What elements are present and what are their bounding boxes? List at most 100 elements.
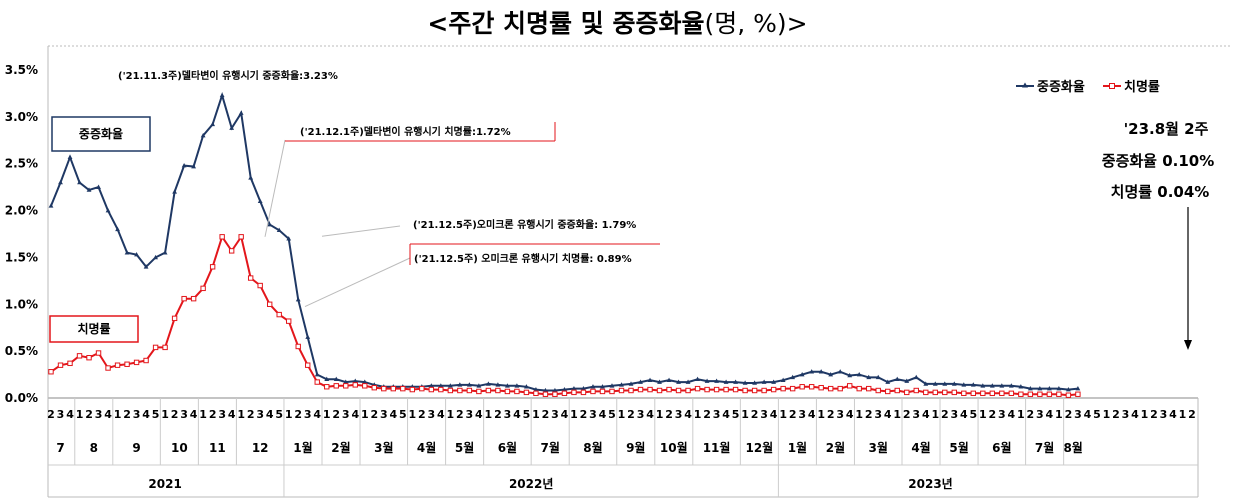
data-point-severe [1037,386,1043,391]
data-point-severe [676,379,681,384]
data-point-severe [466,382,472,387]
week-tick-label: 2 [988,408,996,421]
week-tick-label: 2 [580,408,588,421]
data-point-fatal [171,315,178,322]
data-point-fatal [1018,391,1024,397]
data-point-fatal [770,386,777,393]
data-point-fatal [476,388,482,395]
data-point-severe [619,382,624,387]
data-point-severe [200,133,206,138]
y-tick-label: 1.0% [5,297,38,311]
data-point-severe [276,227,282,233]
data-point-fatal [637,386,644,393]
data-point-fatal [875,387,881,394]
data-point-fatal [1065,392,1072,398]
data-point-fatal [837,385,843,392]
week-tick-label: 1 [1141,408,1149,421]
data-point-severe [771,379,777,384]
legend-marker-fatal [1109,83,1115,89]
data-point-severe [343,379,349,384]
week-tick-label: 2 [1188,408,1196,421]
data-point-fatal [466,387,473,394]
week-tick-label: 1 [285,408,293,421]
data-point-fatal [951,389,957,396]
data-point-fatal [675,387,682,394]
week-tick-label: 3 [912,408,920,421]
week-tick-label: 1 [979,408,987,421]
data-point-fatal [495,387,501,394]
week-tick-label: 4 [1131,408,1139,421]
week-tick-label: 3 [57,408,65,421]
data-point-severe [134,252,139,257]
data-point-fatal [647,386,653,393]
week-tick-label: 4 [770,408,778,421]
week-tick-label: 4 [437,408,445,421]
data-point-severe [153,254,158,260]
data-point-severe [96,184,101,189]
data-point-severe [714,378,719,383]
data-point-fatal [485,387,492,394]
data-point-severe [181,162,187,168]
data-point-severe [818,369,824,374]
data-point-fatal [324,384,330,390]
data-point-fatal [1037,391,1043,397]
week-tick-label: 1 [855,408,863,421]
data-point-severe [799,371,805,377]
month-label: 8 [90,441,98,455]
week-tick-label: 2 [1112,408,1120,421]
data-point-fatal [276,311,282,318]
data-point-fatal [447,387,454,394]
data-point-fatal [343,383,349,389]
month-label: 4월 [911,440,930,455]
week-tick-label: 4 [684,408,692,421]
week-tick-label: 1 [485,408,493,421]
data-point-severe [647,377,653,382]
week-tick-label: 3 [342,408,350,421]
month-label: 11월 [703,440,731,455]
label-box-severe-text: 중증화율 [79,126,123,141]
data-point-severe [628,381,634,386]
data-point-severe [666,377,672,382]
data-point-fatal [457,387,463,394]
week-tick-label: 1 [1055,408,1063,421]
data-point-fatal [799,384,805,390]
month-label: 4월 [417,440,436,455]
month-label: 9 [132,441,140,455]
month-label: 8월 [583,440,602,455]
week-tick-label: 5 [608,408,616,421]
data-point-severe [866,374,872,380]
data-point-fatal [295,343,301,350]
data-point-fatal [571,389,577,396]
data-point-fatal [143,357,149,364]
week-tick-label: 1 [447,408,455,421]
data-point-severe [1046,386,1052,391]
data-point-fatal [913,387,919,394]
data-point-severe [362,379,368,384]
data-point-severe [447,383,453,388]
data-point-fatal [181,295,187,302]
week-tick-label: 4 [808,408,816,421]
week-tick-label: 1 [323,408,331,421]
data-point-severe [657,379,662,384]
data-point-fatal [552,391,558,397]
week-tick-label: 4 [722,408,730,421]
data-point-fatal [923,389,929,396]
week-tick-label: 4 [266,408,274,421]
data-point-fatal [504,388,511,395]
data-point-fatal [390,385,397,392]
data-point-fatal [400,385,406,392]
week-tick-label: 2 [294,408,302,421]
week-tick-label: 3 [133,408,141,421]
data-point-fatal [409,386,416,393]
week-tick-label: 3 [380,408,388,421]
week-tick-label: 3 [1122,408,1130,421]
data-point-fatal [86,355,92,361]
data-point-fatal [847,383,853,389]
week-tick-label: 4 [313,408,321,421]
data-point-fatal [257,282,263,289]
week-tick-label: 2 [542,408,550,421]
month-label: 5월 [455,440,474,455]
data-point-fatal [885,388,891,395]
week-tick-label: 2 [418,408,426,421]
data-point-severe [105,207,111,213]
